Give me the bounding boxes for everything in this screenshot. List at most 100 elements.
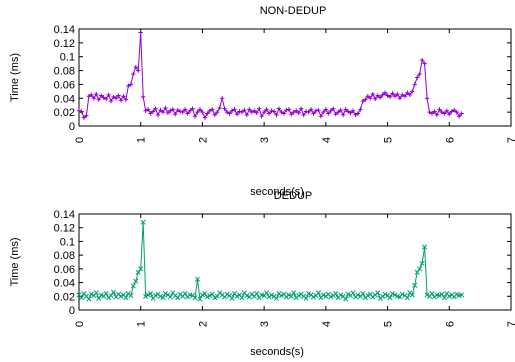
data-point <box>180 109 185 115</box>
data-point <box>162 290 168 297</box>
data-point <box>328 108 333 113</box>
data-point <box>382 291 388 297</box>
data-point <box>237 109 242 114</box>
data-point <box>133 64 138 70</box>
data-point <box>368 96 373 101</box>
data-point <box>234 293 240 299</box>
x-tick-label: 7 <box>506 321 515 327</box>
data-point <box>315 290 322 296</box>
data-point <box>407 92 412 98</box>
data-point <box>170 107 176 112</box>
data-point <box>360 98 366 104</box>
data-point <box>121 94 126 99</box>
data-point <box>153 106 158 111</box>
data-point <box>303 109 309 114</box>
data-point <box>96 295 102 301</box>
data-point <box>284 107 289 113</box>
data-point <box>336 109 341 115</box>
data-point <box>296 293 302 299</box>
data-point <box>227 111 232 116</box>
data-point <box>395 91 400 97</box>
data-point <box>373 96 378 102</box>
data-point <box>111 94 116 100</box>
data-point <box>123 295 129 301</box>
data-point <box>219 96 225 101</box>
data-point <box>459 111 464 116</box>
data-point <box>143 293 149 299</box>
data-point <box>392 94 398 99</box>
data-point <box>76 108 82 113</box>
data-point <box>242 107 247 113</box>
data-point <box>278 293 284 299</box>
data-point <box>419 57 425 63</box>
data-point <box>252 108 257 113</box>
data-point <box>175 295 181 301</box>
data-point <box>148 111 153 116</box>
data-point <box>99 93 104 98</box>
y-tick-label: 0.12 <box>54 223 75 235</box>
data-point <box>422 244 428 250</box>
data-point <box>202 290 208 297</box>
data-point <box>155 112 161 118</box>
data-point <box>232 107 237 112</box>
data-point <box>239 295 245 301</box>
data-point <box>194 276 201 282</box>
x-tick-label: 0 <box>74 321 86 327</box>
data-point <box>79 109 84 114</box>
data-point <box>439 109 445 115</box>
data-point <box>145 292 151 298</box>
data-point <box>345 109 351 114</box>
data-point <box>424 96 430 101</box>
data-point <box>276 106 282 111</box>
data-point <box>202 115 208 120</box>
data-point <box>116 93 121 98</box>
data-point <box>321 109 326 115</box>
data-point <box>345 291 351 297</box>
x-tick-label: 7 <box>506 137 515 143</box>
data-point <box>244 293 250 299</box>
x-tick-label: 3 <box>259 137 271 143</box>
data-point <box>229 108 235 113</box>
data-point <box>239 109 245 115</box>
data-point <box>257 106 262 111</box>
data-point <box>210 107 215 112</box>
data-point <box>353 112 358 118</box>
data-point <box>167 294 173 300</box>
data-point <box>91 96 97 101</box>
y-tick-label: 0.12 <box>54 38 75 50</box>
data-point <box>148 290 154 297</box>
data-point <box>254 110 259 116</box>
data-point <box>123 97 129 102</box>
y-tick-label: 0.14 <box>54 24 75 36</box>
data-point <box>444 108 450 113</box>
data-point <box>419 260 425 266</box>
data-point <box>111 289 117 295</box>
data-point <box>382 90 388 95</box>
data-point <box>200 109 205 115</box>
data-point <box>182 107 188 112</box>
y-axis-label: Time (ms) <box>9 237 21 286</box>
data-point <box>424 292 430 298</box>
data-point <box>343 296 349 302</box>
data-point <box>318 114 324 119</box>
data-point <box>152 293 159 299</box>
data-point <box>310 294 317 300</box>
data-point <box>390 91 395 96</box>
data-point <box>106 92 111 98</box>
data-point <box>182 290 188 297</box>
data-point <box>306 109 311 115</box>
data-point <box>358 107 363 112</box>
x-tick-label: 1 <box>136 137 148 143</box>
data-point <box>268 292 275 298</box>
data-point <box>192 295 198 301</box>
y-tick-label: 0.1 <box>60 52 75 64</box>
data-point <box>160 109 166 115</box>
data-point <box>168 108 173 113</box>
data-point <box>449 109 454 114</box>
data-point <box>215 109 220 115</box>
x-tick-label: 3 <box>259 321 271 327</box>
data-point <box>338 107 343 113</box>
data-point <box>131 71 136 77</box>
data-point <box>140 94 146 100</box>
data-point <box>311 111 316 116</box>
